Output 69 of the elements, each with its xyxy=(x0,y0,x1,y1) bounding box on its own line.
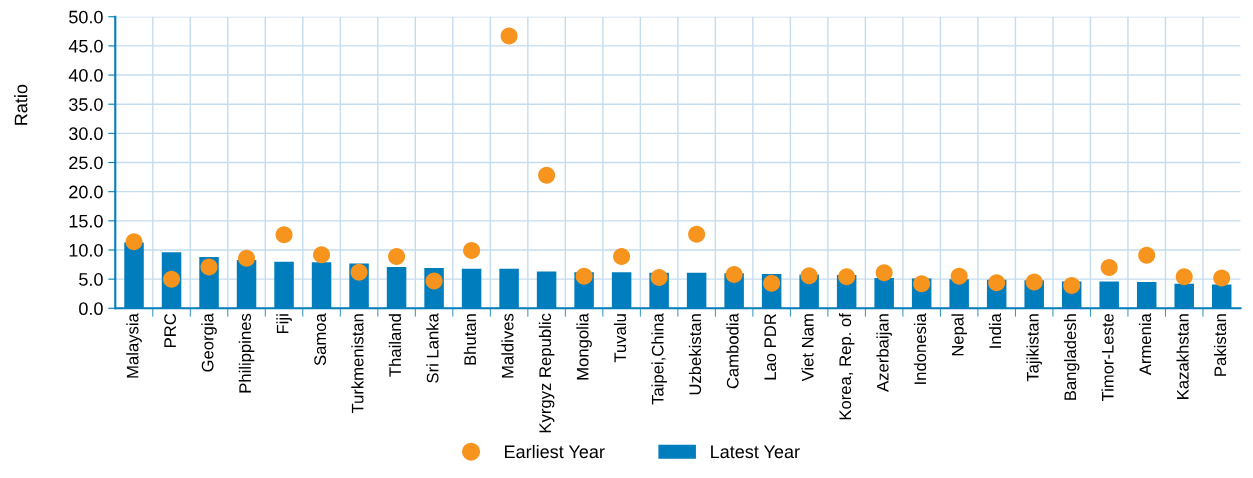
y-tick-label: 30.0 xyxy=(69,127,103,141)
point xyxy=(650,268,668,286)
point xyxy=(1100,258,1118,276)
x-tick-label: Turkmenistan xyxy=(351,314,364,414)
x-tick-label: Nepal xyxy=(951,314,967,356)
x-tick-label: Taipei,China xyxy=(651,313,667,405)
point xyxy=(500,27,518,45)
y-tick-label: 40.0 xyxy=(68,68,103,82)
point xyxy=(313,246,331,264)
x-tick-label: Fiji xyxy=(276,314,292,334)
point xyxy=(1213,269,1231,287)
x-tick-label: Armenia xyxy=(1138,313,1152,376)
x-tick-label: Bangladesh xyxy=(1063,314,1080,400)
point xyxy=(1175,268,1193,286)
x-tick-label: Philippines xyxy=(238,313,255,393)
point xyxy=(575,267,593,285)
point xyxy=(125,233,143,251)
y-tick-label: 50.0 xyxy=(69,10,103,24)
point xyxy=(800,267,818,285)
x-tick-label: India xyxy=(988,313,1002,348)
y-axis-title: Ratio xyxy=(14,84,28,125)
x-tick-label: Malaysia xyxy=(126,313,142,378)
x-tick-label: Bhutan xyxy=(463,314,477,365)
point xyxy=(988,274,1006,292)
point xyxy=(200,258,218,276)
legend-label: Earliest Year xyxy=(505,444,605,459)
point xyxy=(538,166,556,184)
point xyxy=(275,226,293,244)
y-tick-label: 35.0 xyxy=(69,98,103,111)
point xyxy=(1138,246,1156,264)
x-tick-label: Uzbekistan xyxy=(688,314,702,395)
point xyxy=(950,267,968,285)
y-tick-label: 5.0 xyxy=(79,273,103,286)
x-tick-label: Samoa xyxy=(314,313,327,366)
point xyxy=(463,242,481,260)
y-tick-label: 25.0 xyxy=(69,156,103,170)
x-tick-label: Kazakhstan xyxy=(1176,314,1189,399)
x-tick-label: Georgia xyxy=(201,313,217,372)
x-tick-label: Kyrgyz Republic xyxy=(538,313,555,433)
point xyxy=(1025,273,1043,291)
point xyxy=(838,268,856,286)
point xyxy=(613,247,631,265)
point xyxy=(388,247,406,265)
x-tick-label: Tajikistan xyxy=(1026,314,1042,382)
x-tick-label: Maldives xyxy=(501,313,514,378)
x-tick-label: Mongolia xyxy=(576,313,592,380)
y-tick-label: 20.0 xyxy=(69,185,103,199)
point xyxy=(688,225,706,243)
point xyxy=(725,265,743,283)
y-tick-label: 15.0 xyxy=(69,214,103,228)
x-tick-label: Sri Lanka xyxy=(426,313,439,383)
x-tick-label: Timor-Leste xyxy=(1101,313,1114,402)
x-tick-label: Azerbaijan xyxy=(876,314,892,392)
x-tick-label: PRC xyxy=(164,313,177,347)
x-tick-label: Tuvalu xyxy=(613,314,627,363)
x-tick-label: Thailand xyxy=(388,314,402,377)
x-tick-label: Lao PDR xyxy=(764,313,777,380)
y-tick-label: 45.0 xyxy=(68,39,103,53)
point xyxy=(350,263,368,281)
x-tick-label: Korea, Rep. of xyxy=(838,313,855,420)
x-tick-label: Viet Nam xyxy=(801,314,814,382)
legend-label: Latest Year xyxy=(711,445,800,459)
x-tick-label: Indonesia xyxy=(913,313,927,384)
x-tick-label: Pakistan xyxy=(1213,314,1227,376)
y-tick-label: 10.0 xyxy=(69,243,103,257)
point xyxy=(875,264,893,282)
y-tick-label: 0.0 xyxy=(79,302,103,316)
point xyxy=(238,249,256,267)
x-tick-label: Cambodia xyxy=(726,313,739,389)
